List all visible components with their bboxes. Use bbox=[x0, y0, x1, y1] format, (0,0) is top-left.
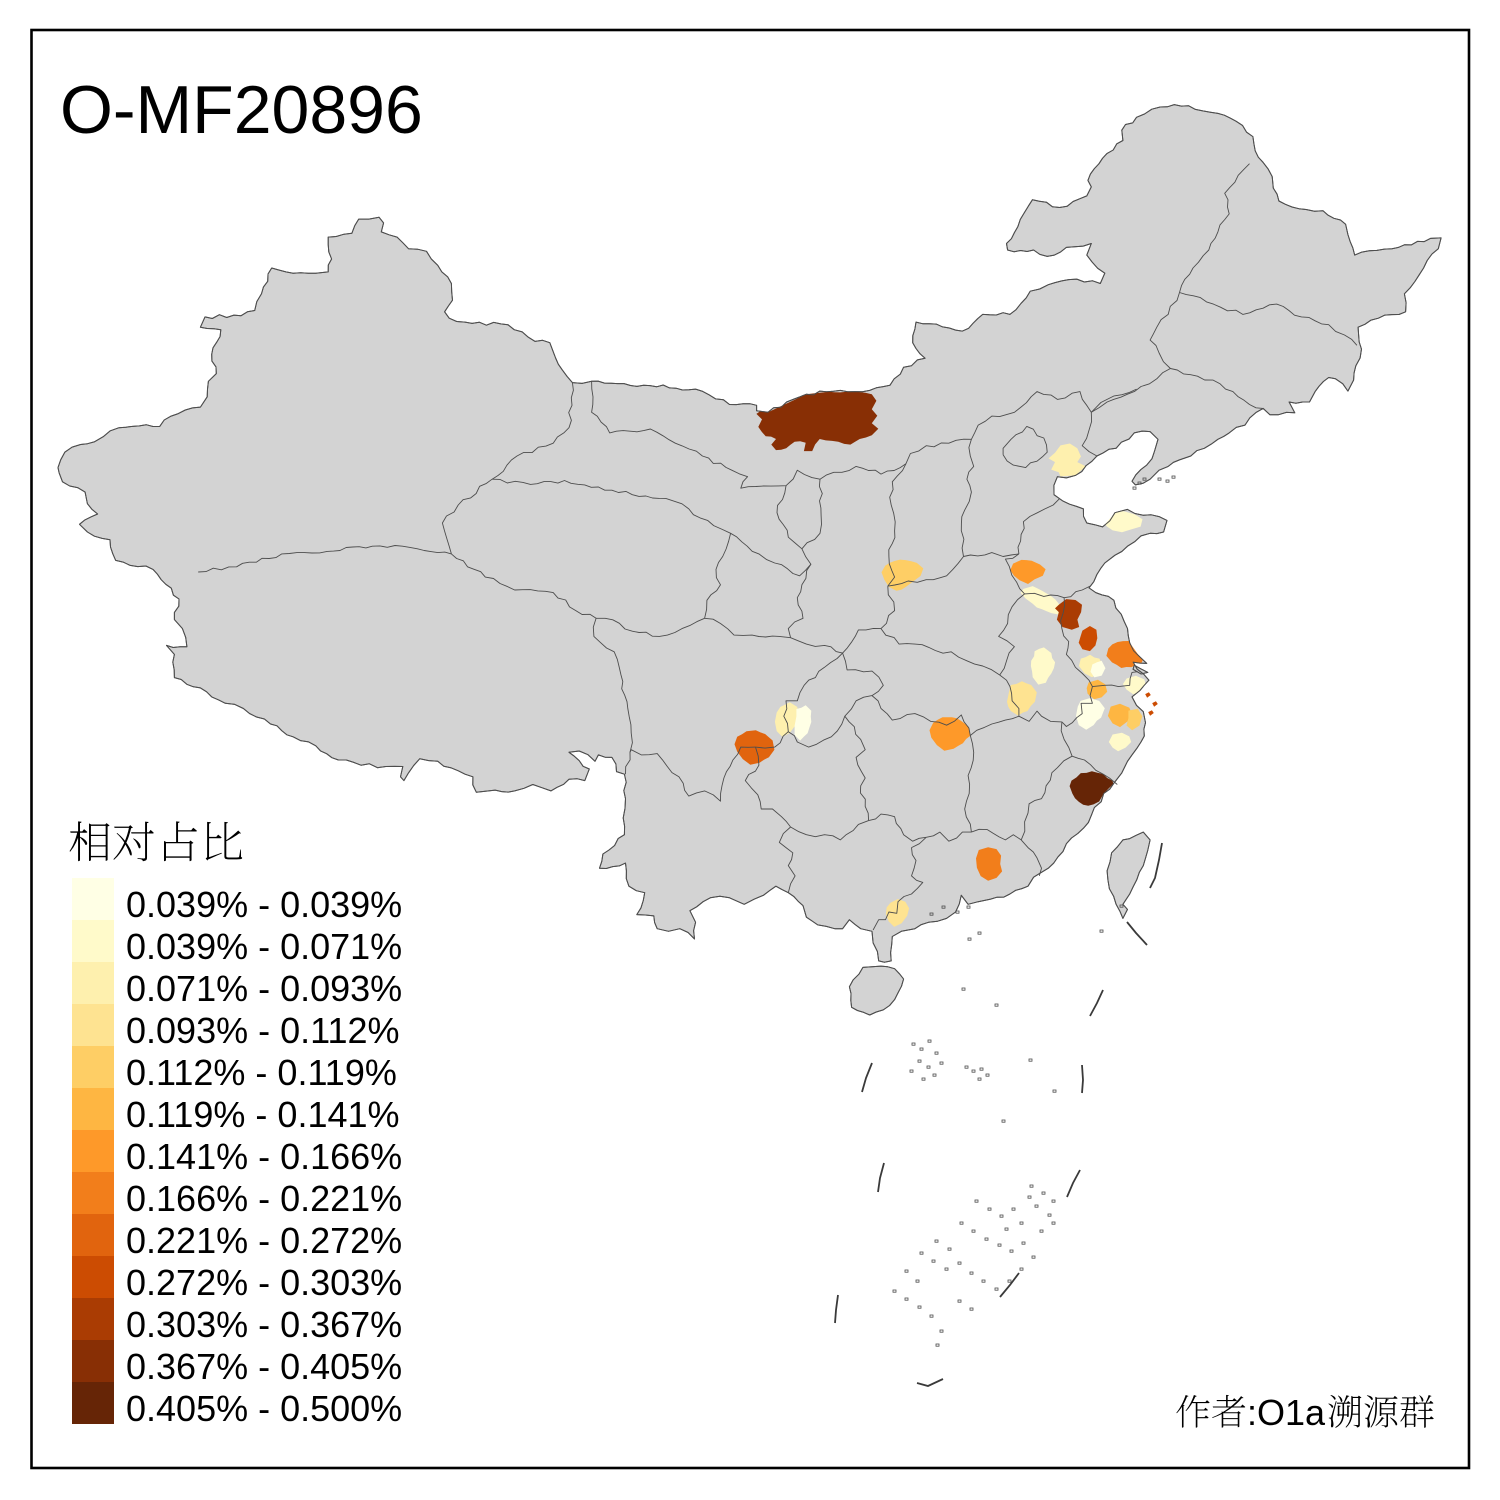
svg-text:0.166% - 0.221%: 0.166% - 0.221% bbox=[126, 1178, 402, 1219]
svg-text:O-MF20896: O-MF20896 bbox=[60, 72, 423, 148]
svg-text:0.367% - 0.405%: 0.367% - 0.405% bbox=[126, 1346, 402, 1387]
svg-text:0.039% - 0.071%: 0.039% - 0.071% bbox=[126, 926, 402, 967]
svg-text:0.405% - 0.500%: 0.405% - 0.500% bbox=[126, 1388, 402, 1429]
svg-text:0.093% - 0.112%: 0.093% - 0.112% bbox=[126, 1010, 400, 1051]
svg-text:0.272% - 0.303%: 0.272% - 0.303% bbox=[126, 1262, 402, 1303]
svg-text:0.039% - 0.039%: 0.039% - 0.039% bbox=[126, 884, 402, 925]
svg-text:0.221% - 0.272%: 0.221% - 0.272% bbox=[126, 1220, 402, 1261]
svg-text:0.141% - 0.166%: 0.141% - 0.166% bbox=[126, 1136, 402, 1177]
svg-text:0.112% - 0.119%: 0.112% - 0.119% bbox=[126, 1052, 397, 1093]
svg-text::O1a: :O1a bbox=[1247, 1392, 1326, 1433]
svg-text:0.119% - 0.141%: 0.119% - 0.141% bbox=[126, 1094, 400, 1135]
svg-text:0.303% - 0.367%: 0.303% - 0.367% bbox=[126, 1304, 402, 1345]
svg-text:0.071% - 0.093%: 0.071% - 0.093% bbox=[126, 968, 402, 1009]
